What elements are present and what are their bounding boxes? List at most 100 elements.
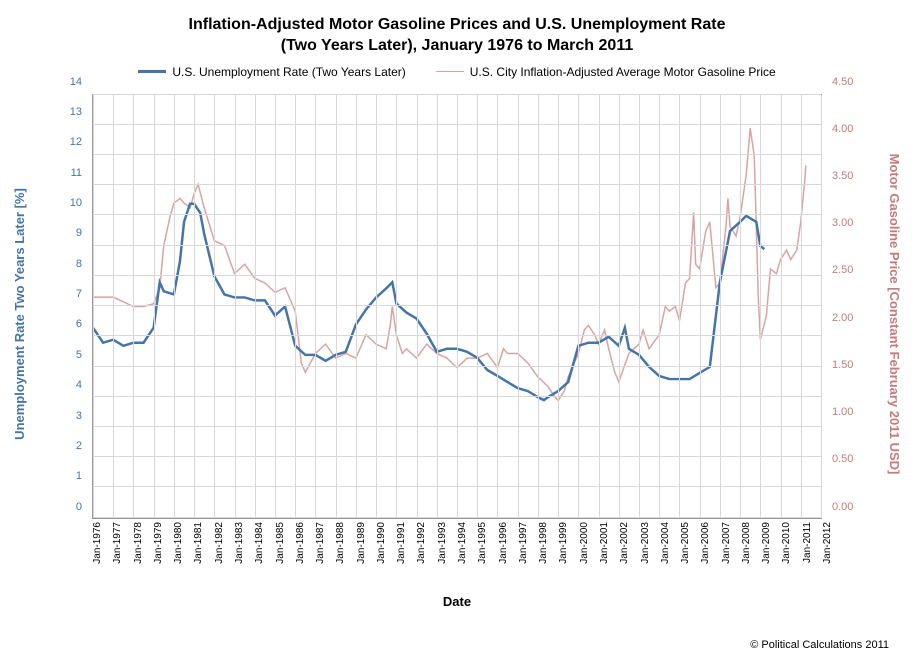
grid-line-vertical <box>821 95 822 518</box>
y-tick-left: 10 <box>70 197 82 209</box>
x-tick: Jan-2002 <box>619 522 630 564</box>
grid-line-horizontal <box>93 245 821 246</box>
grid-line-vertical <box>457 95 458 518</box>
x-tick: Jan-1984 <box>254 522 265 564</box>
grid-line-horizontal <box>93 94 821 95</box>
legend-label-unemployment: U.S. Unemployment Rate (Two Years Later) <box>172 65 405 79</box>
grid-line-horizontal <box>93 305 821 306</box>
y-tick-right: 3.00 <box>832 217 853 229</box>
grid-line-vertical <box>639 95 640 518</box>
y-tick-left: 12 <box>70 136 82 148</box>
y-tick-left: 11 <box>71 167 82 179</box>
grid-line-vertical <box>295 95 296 518</box>
y-tick-right: 4.50 <box>832 76 853 88</box>
grid-line-vertical <box>113 95 114 518</box>
legend-item-gas-price: U.S. City Inflation-Adjusted Average Mot… <box>436 65 776 79</box>
y-tick-left: 6 <box>76 318 82 330</box>
grid-line-vertical <box>174 95 175 518</box>
grid-line-vertical <box>700 95 701 518</box>
legend-item-unemployment: U.S. Unemployment Rate (Two Years Later) <box>138 65 405 79</box>
y-axis-right: 0.000.501.001.502.002.503.003.504.004.50 <box>827 94 877 519</box>
chart-title: Inflation-Adjusted Motor Gasoline Prices… <box>20 15 894 57</box>
copyright: © Political Calculations 2011 <box>750 639 889 651</box>
grid-line-horizontal <box>93 335 821 336</box>
title-line-2: (Two Years Later), January 1976 to March… <box>281 37 633 54</box>
x-tick: Jan-1980 <box>173 522 184 564</box>
x-tick: Jan-1995 <box>477 522 488 564</box>
y-tick-left: 13 <box>70 106 82 118</box>
grid-line-vertical <box>538 95 539 518</box>
x-tick: Jan-2000 <box>579 522 590 564</box>
y-tick-left: 7 <box>76 288 82 300</box>
legend-swatch-unemployment <box>138 70 166 73</box>
chart-container: Inflation-Adjusted Motor Gasoline Prices… <box>0 0 914 663</box>
y-tick-right: 1.00 <box>832 406 853 418</box>
x-tick: Jan-2007 <box>721 522 732 564</box>
y-axis-left-label: Unemployment Rate Two Years Later [%] <box>12 188 27 440</box>
y-axis-right-label: Motor Gasoline Price [Constant February … <box>887 153 902 474</box>
grid-line-horizontal <box>93 154 821 155</box>
y-tick-left: 4 <box>76 379 82 391</box>
x-tick: Jan-1989 <box>356 522 367 564</box>
grid-line-horizontal <box>93 426 821 427</box>
grid-line-horizontal <box>93 396 821 397</box>
x-tick: Jan-1999 <box>558 522 569 564</box>
grid-line-vertical <box>477 95 478 518</box>
y-tick-left: 0 <box>76 501 82 513</box>
x-tick: Jan-1997 <box>518 522 529 564</box>
grid-line-vertical <box>740 95 741 518</box>
grid-line-horizontal <box>93 456 821 457</box>
x-tick: Jan-1986 <box>295 522 306 564</box>
x-tick: Jan-2005 <box>680 522 691 564</box>
y-tick-right: 2.00 <box>832 312 853 324</box>
grid-line-vertical <box>578 95 579 518</box>
x-tick: Jan-2003 <box>640 522 651 564</box>
x-tick: Jan-1978 <box>133 522 144 564</box>
grid-line-horizontal <box>93 184 821 185</box>
x-tick: Jan-2004 <box>660 522 671 564</box>
x-tick: Jan-1981 <box>193 522 204 564</box>
x-tick: Jan-1977 <box>112 522 123 564</box>
x-tick: Jan-1983 <box>234 522 245 564</box>
grid-line-vertical <box>315 95 316 518</box>
x-tick: Jan-1996 <box>498 522 509 564</box>
y-tick-left: 9 <box>76 227 82 239</box>
x-tick: Jan-1987 <box>315 522 326 564</box>
grid-line-horizontal <box>93 275 821 276</box>
grid-line-vertical <box>720 95 721 518</box>
x-tick: Jan-2008 <box>741 522 752 564</box>
x-tick: Jan-1998 <box>538 522 549 564</box>
y-tick-left: 5 <box>76 349 82 361</box>
y-tick-right: 1.50 <box>832 359 853 371</box>
grid-line-horizontal <box>93 214 821 215</box>
grid-line-vertical <box>154 95 155 518</box>
y-tick-left: 3 <box>76 410 82 422</box>
x-tick: Jan-1985 <box>275 522 286 564</box>
grid-line-vertical <box>235 95 236 518</box>
grid-line-vertical <box>376 95 377 518</box>
grid-line-vertical <box>619 95 620 518</box>
plot-area <box>92 94 822 519</box>
x-tick: Jan-1979 <box>153 522 164 564</box>
grid-line-vertical <box>659 95 660 518</box>
x-tick: Jan-2006 <box>700 522 711 564</box>
x-tick: Jan-1994 <box>457 522 468 564</box>
grid-line-horizontal <box>93 486 821 487</box>
grid-line-horizontal <box>93 124 821 125</box>
x-tick: Jan-2011 <box>802 522 813 563</box>
y-tick-right: 0.50 <box>832 453 853 465</box>
grid-line-vertical <box>599 95 600 518</box>
grid-line-vertical <box>518 95 519 518</box>
grid-line-vertical <box>558 95 559 518</box>
grid-line-vertical <box>437 95 438 518</box>
y-tick-right: 0.00 <box>832 501 853 513</box>
grid-line-horizontal <box>93 366 821 367</box>
grid-line-vertical <box>417 95 418 518</box>
x-tick: Jan-1992 <box>416 522 427 564</box>
y-tick-left: 8 <box>76 258 82 270</box>
x-tick: Jan-2001 <box>599 522 610 564</box>
legend-swatch-gas-price <box>436 71 464 73</box>
y-tick-right: 2.50 <box>832 264 853 276</box>
grid-line-vertical <box>194 95 195 518</box>
x-tick: Jan-2012 <box>822 522 833 564</box>
